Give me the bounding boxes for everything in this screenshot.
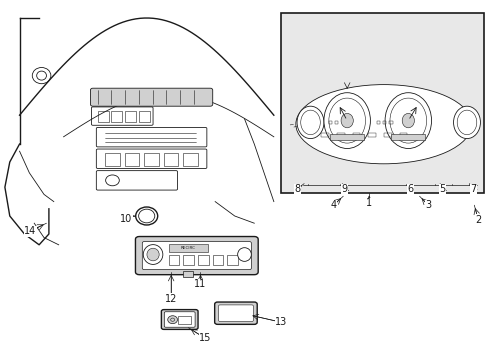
Bar <box>376 121 379 124</box>
Text: RECIRC: RECIRC <box>181 246 195 250</box>
Ellipse shape <box>453 106 479 139</box>
FancyBboxPatch shape <box>90 88 212 106</box>
Ellipse shape <box>340 113 352 128</box>
Bar <box>183 255 194 265</box>
Ellipse shape <box>167 316 177 324</box>
Bar <box>382 121 386 124</box>
Text: 9: 9 <box>341 184 347 194</box>
Bar <box>281 13 483 193</box>
Text: 10: 10 <box>120 214 132 224</box>
Text: 3: 3 <box>425 200 430 210</box>
Bar <box>125 111 136 122</box>
Bar <box>178 316 190 324</box>
FancyBboxPatch shape <box>142 242 251 270</box>
Text: 6: 6 <box>407 184 413 194</box>
Bar <box>329 134 364 140</box>
Text: 7: 7 <box>469 184 475 194</box>
Ellipse shape <box>384 93 430 149</box>
Text: 14: 14 <box>24 226 37 236</box>
Text: 13: 13 <box>274 317 287 327</box>
Bar <box>367 133 375 137</box>
Text: 15: 15 <box>199 333 211 343</box>
Bar <box>334 121 338 124</box>
Bar <box>198 255 208 265</box>
Ellipse shape <box>146 248 159 261</box>
Bar <box>163 153 178 166</box>
Text: 1: 1 <box>366 198 371 208</box>
Bar <box>399 133 407 137</box>
Text: 12: 12 <box>164 294 177 304</box>
Bar <box>328 121 331 124</box>
Bar <box>139 111 149 122</box>
FancyBboxPatch shape <box>218 305 253 321</box>
Bar <box>388 121 392 124</box>
Bar <box>227 255 238 265</box>
Text: 8: 8 <box>294 184 300 194</box>
Ellipse shape <box>237 248 251 261</box>
Bar <box>212 255 223 265</box>
Ellipse shape <box>323 93 370 149</box>
Text: 4: 4 <box>330 200 336 210</box>
FancyBboxPatch shape <box>161 310 198 329</box>
Bar <box>183 271 193 277</box>
FancyBboxPatch shape <box>135 237 258 275</box>
Ellipse shape <box>136 207 157 225</box>
Text: 11: 11 <box>194 279 206 289</box>
Bar <box>390 134 425 140</box>
Bar <box>105 153 120 166</box>
Bar <box>168 244 207 252</box>
Bar <box>98 111 108 122</box>
FancyBboxPatch shape <box>164 312 195 327</box>
Bar <box>111 111 122 122</box>
Bar <box>183 153 198 166</box>
Ellipse shape <box>143 245 163 264</box>
Bar <box>383 133 391 137</box>
Bar <box>321 133 328 137</box>
Bar <box>168 255 179 265</box>
Bar <box>352 133 360 137</box>
Bar <box>336 133 344 137</box>
Bar <box>124 153 139 166</box>
Text: 2: 2 <box>474 215 480 225</box>
Bar <box>144 153 159 166</box>
Text: 5: 5 <box>439 184 445 194</box>
Ellipse shape <box>297 106 323 139</box>
Ellipse shape <box>295 85 471 164</box>
FancyBboxPatch shape <box>214 302 257 324</box>
Ellipse shape <box>401 113 414 128</box>
